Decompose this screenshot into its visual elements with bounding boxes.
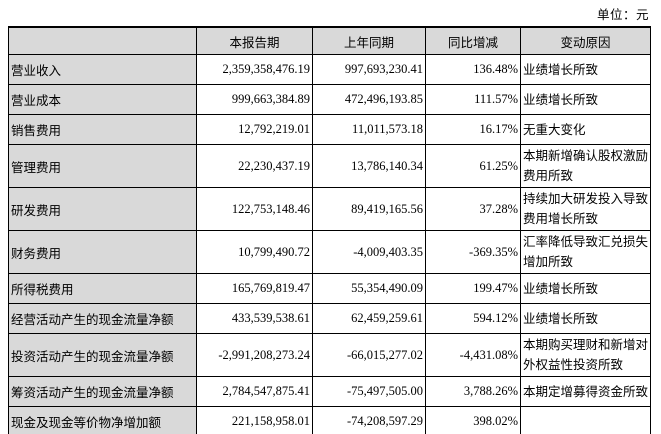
change-reason: 持续加大研发投入导致费用增长所致: [520, 187, 651, 231]
prior-period-value: -66,015,277.02: [312, 333, 426, 377]
prior-period-value: -75,497,505.00: [312, 376, 426, 407]
current-period-value: 165,769,819.47: [196, 273, 313, 304]
yoy-change-value: 61.25%: [425, 144, 521, 188]
prior-period-value: 472,496,193.85: [312, 84, 426, 115]
change-reason: [520, 406, 651, 434]
table-header-row: 本报告期 上年同期 同比增减 变动原因: [8, 26, 651, 55]
row-label: 经营活动产生的现金流量净额: [8, 303, 197, 334]
table-row: 现金及现金等价物净增加额 221,158,958.01 -74,208,597.29…: [8, 406, 651, 434]
yoy-change-value: -4,431.08%: [425, 333, 521, 377]
financial-comparison-table: 本报告期 上年同期 同比增减 变动原因 营业收入 2,359,358,476.19…: [8, 26, 651, 434]
prior-period-value: 89,419,165.56: [312, 187, 426, 231]
row-label: 研发费用: [8, 187, 197, 231]
change-reason: 本期新增确认股权激励费用所致: [520, 144, 651, 188]
change-reason: 本期定增募得资金所致: [520, 376, 651, 407]
yoy-change-value: -369.35%: [425, 230, 521, 274]
current-period-value: -2,991,208,273.24: [196, 333, 313, 377]
yoy-change-value: 3,788.26%: [425, 376, 521, 407]
header-yoy-change: 同比增减: [425, 26, 521, 55]
change-reason: 业绩增长所致: [520, 273, 651, 304]
row-label: 投资活动产生的现金流量净额: [8, 333, 197, 377]
yoy-change-value: 136.48%: [425, 54, 521, 85]
current-period-value: 221,158,958.01: [196, 406, 313, 434]
yoy-change-value: 37.28%: [425, 187, 521, 231]
table-row: 财务费用 10,799,490.72 -4,009,403.35 -369.35% 汇率…: [8, 230, 651, 274]
prior-period-value: -74,208,597.29: [312, 406, 426, 434]
current-period-value: 122,753,148.46: [196, 187, 313, 231]
table-row: 筹资活动产生的现金流量净额 2,784,547,875.41 -75,497,505…: [8, 376, 651, 407]
header-current-period: 本报告期: [196, 26, 313, 55]
row-label: 销售费用: [8, 114, 197, 145]
current-period-value: 433,539,538.61: [196, 303, 313, 334]
prior-period-value: 11,011,573.18: [312, 114, 426, 145]
header-change-reason: 变动原因: [520, 26, 651, 55]
row-label: 筹资活动产生的现金流量净额: [8, 376, 197, 407]
change-reason: 无重大变化: [520, 114, 651, 145]
prior-period-value: 62,459,259.61: [312, 303, 426, 334]
row-label: 营业收入: [8, 54, 197, 85]
yoy-change-value: 199.47%: [425, 273, 521, 304]
change-reason: 业绩增长所致: [520, 303, 651, 334]
header-prior-period: 上年同期: [312, 26, 426, 55]
current-period-value: 22,230,437.19: [196, 144, 313, 188]
change-reason: 业绩增长所致: [520, 54, 651, 85]
prior-period-value: 55,354,490.09: [312, 273, 426, 304]
row-label: 现金及现金等价物净增加额: [8, 406, 197, 434]
table-row: 经营活动产生的现金流量净额 433,539,538.61 62,459,259.61…: [8, 303, 651, 334]
table-row: 营业成本 999,663,384.89 472,496,193.85 111.57% 业…: [8, 84, 651, 115]
table-row: 管理费用 22,230,437.19 13,786,140.34 61.25% 本期新增…: [8, 144, 651, 188]
change-reason: 业绩增长所致: [520, 84, 651, 115]
prior-period-value: -4,009,403.35: [312, 230, 426, 274]
table-row: 销售费用 12,792,219.01 11,011,573.18 16.17% 无重大变…: [8, 114, 651, 145]
change-reason: 汇率降低导致汇兑损失增加所致: [520, 230, 651, 274]
yoy-change-value: 16.17%: [425, 114, 521, 145]
row-label: 财务费用: [8, 230, 197, 274]
current-period-value: 2,359,358,476.19: [196, 54, 313, 85]
unit-label: 单位：元: [596, 8, 649, 22]
yoy-change-value: 398.02%: [425, 406, 521, 434]
current-period-value: 999,663,384.89: [196, 84, 313, 115]
table-row: 研发费用 122,753,148.46 89,419,165.56 37.28% 持续加…: [8, 187, 651, 231]
prior-period-value: 13,786,140.34: [312, 144, 426, 188]
row-label: 管理费用: [8, 144, 197, 188]
table-row: 营业收入 2,359,358,476.19 997,693,230.41 136.48…: [8, 54, 651, 85]
current-period-value: 10,799,490.72: [196, 230, 313, 274]
table-row: 投资活动产生的现金流量净额 -2,991,208,273.24 -66,015,27…: [8, 333, 651, 377]
current-period-value: 12,792,219.01: [196, 114, 313, 145]
row-label: 营业成本: [8, 84, 197, 115]
table-row: 所得税费用 165,769,819.47 55,354,490.09 199.47% 业…: [8, 273, 651, 304]
yoy-change-value: 111.57%: [425, 84, 521, 115]
header-item-name: [8, 26, 197, 55]
prior-period-value: 997,693,230.41: [312, 54, 426, 85]
yoy-change-value: 594.12%: [425, 303, 521, 334]
change-reason: 本期购买理财和新增对外权益性投资所致: [520, 333, 651, 377]
current-period-value: 2,784,547,875.41: [196, 376, 313, 407]
row-label: 所得税费用: [8, 273, 197, 304]
